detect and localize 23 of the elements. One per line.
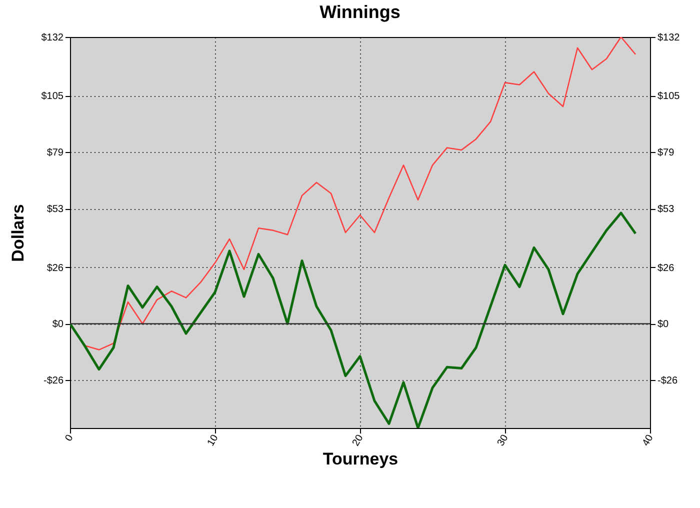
- y-tick-label: $79: [46, 148, 64, 159]
- y2-tick-label: $79: [658, 148, 675, 159]
- y-tick-label: $26: [46, 262, 64, 274]
- y2-tick-label: $53: [658, 204, 675, 216]
- y2-tick-label: $105: [658, 91, 680, 102]
- y2-tick-label: $0: [658, 319, 670, 330]
- x-tick-label: 20: [350, 432, 366, 448]
- y-tick-label: $132: [41, 32, 64, 44]
- x-tick-label: 0: [63, 432, 76, 444]
- y-tick-label: -$26: [43, 376, 64, 387]
- y-tick-label: $0: [52, 319, 64, 330]
- x-axis-title: Tourneys: [322, 450, 398, 469]
- x-tick-label: 10: [206, 432, 221, 448]
- chart-title: Winnings: [320, 2, 400, 22]
- y2-tick-label: $132: [658, 32, 680, 44]
- line-series: [70, 212, 637, 428]
- y2-tick-label: $26: [658, 262, 675, 274]
- y-tick-label: $53: [46, 204, 64, 216]
- y-axis-title: Dollars: [8, 204, 28, 262]
- y2-tick-label: -$26: [658, 376, 678, 387]
- x-tick-label: 30: [496, 432, 511, 448]
- y-tick-label: $105: [41, 91, 64, 102]
- x-tick-label: 40: [640, 432, 656, 448]
